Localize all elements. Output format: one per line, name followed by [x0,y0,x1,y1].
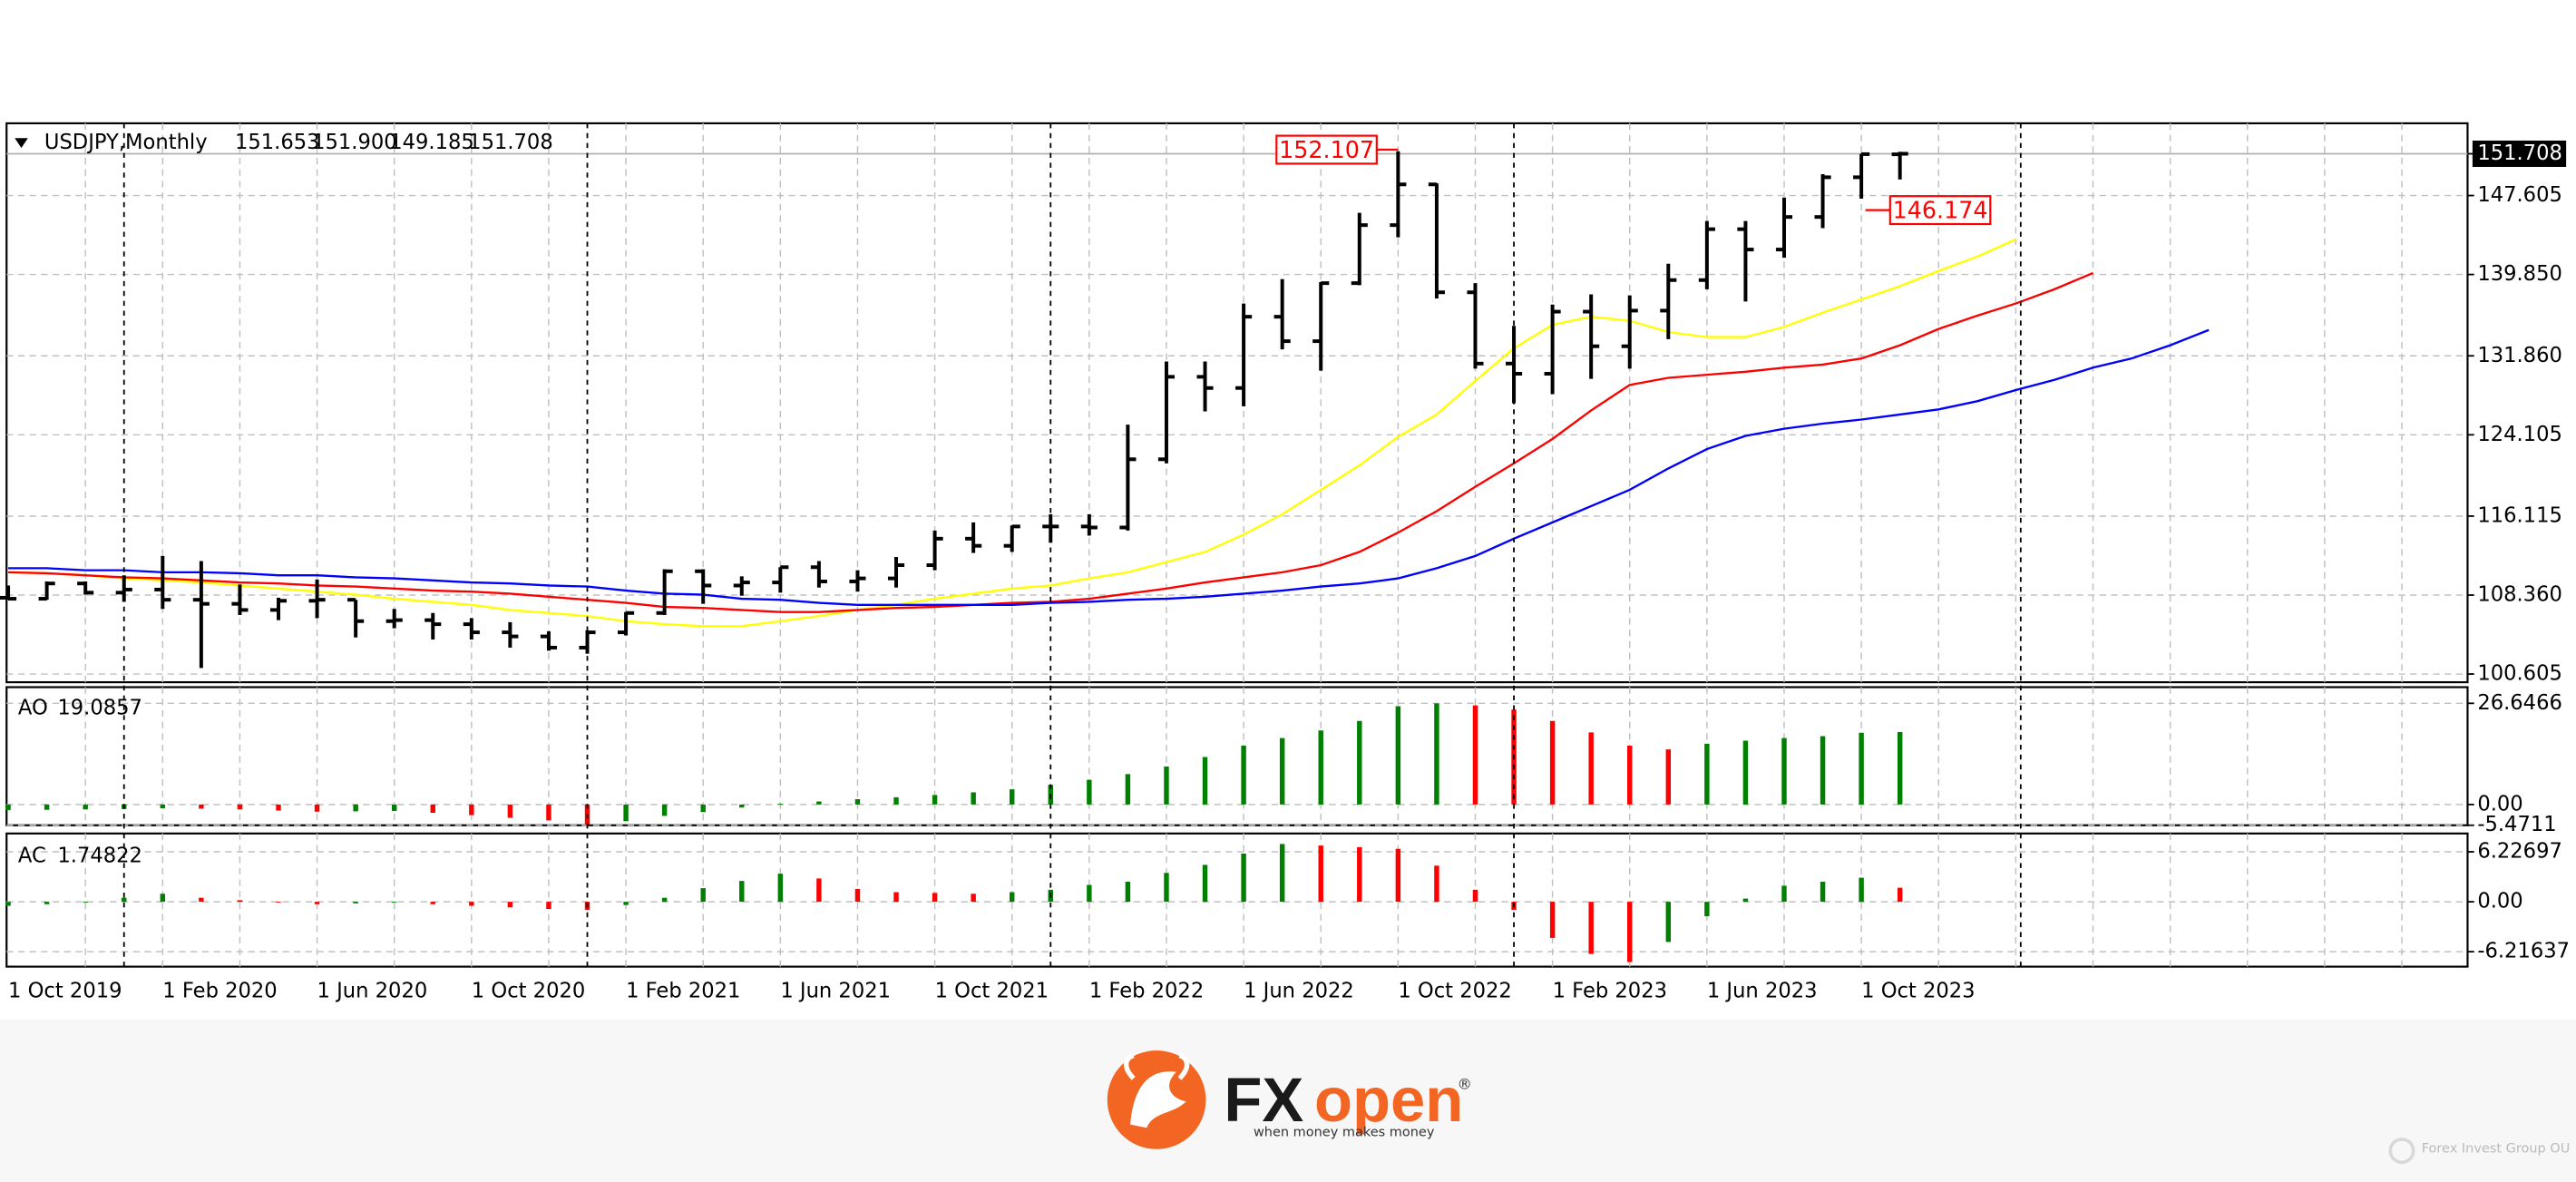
ac-title: AC [18,845,46,868]
moving-average-line [8,238,2016,628]
y-tick-label: 0.00 [2477,890,2522,913]
ohlc-close: 151.708 [468,131,553,154]
current-price-box [2472,141,2567,167]
panel-frame [5,686,2469,826]
y-tick-label: 124.105 [2477,423,2562,446]
ohlc-open: 151.653 [235,131,320,154]
price-label: 152.107 [1279,136,1374,163]
y-tick-label: -5.4711 [2477,813,2556,836]
logo-open: open [1314,1065,1463,1135]
logo-horns [1123,1052,1190,1080]
x-tick-label: 1 Jun 2022 [1244,979,1354,1002]
logo-bull [1130,1071,1186,1128]
x-tick-label: 1 Jun 2020 [317,979,428,1002]
y-tick-label: 100.605 [2477,662,2562,686]
x-tick-label: 1 Feb 2023 [1553,979,1667,1002]
menu-triangle [15,138,28,149]
logo-fx: FX [1224,1065,1303,1135]
price-label-box [1275,134,1378,165]
x-tick-label: 1 Feb 2021 [626,979,740,1002]
moving-average-line [8,328,2210,606]
ohlc-high: 151.900 [312,131,397,154]
ao-title: AO [18,697,48,720]
company-name: Forex Invest Group OU [2422,1142,2571,1157]
y-tick-label: 0.00 [2477,792,2522,816]
ohlc-low: 149.185 [389,131,474,154]
y-tick-label: 108.360 [2477,583,2562,607]
y-tick-label: -6.21637 [2477,940,2570,963]
x-tick-label: 1 Feb 2020 [162,979,277,1002]
x-tick-label: 1 Oct 2022 [1398,979,1511,1002]
y-tick-label: 131.860 [2477,344,2562,367]
footer-background [0,1019,2576,1182]
x-tick-label: 1 Jun 2021 [780,979,891,1002]
ao-value: 19.0857 [57,697,142,720]
y-tick-label: 151.708 [2477,142,2562,165]
y-tick-label: 139.850 [2477,262,2562,286]
price-label-box [1888,195,1992,226]
x-tick-label: 1 Oct 2023 [1861,979,1975,1002]
logo: FX open ® when money makes money [1107,1050,1472,1149]
company-icon [2388,1138,2415,1165]
x-tick-label: 1 Oct 2019 [8,979,122,1002]
price-label: 146.174 [1893,196,1988,223]
plot-area: 151.708 147.605 139.850 131.860 124.105 116.1… [0,122,2570,1002]
y-tick-label: 116.115 [2477,503,2562,527]
ac-value: 1.74822 [57,845,142,868]
y-tick-label: 147.605 [2477,183,2562,207]
panel-frame [5,122,2469,684]
y-tick-label: 26.6466 [2477,691,2562,715]
x-tick-label: 1 Oct 2021 [935,979,1049,1002]
y-tick-label: 6.22697 [2477,840,2562,864]
chart-title: USDJPY,Monthly [44,131,208,154]
logo-tagline: when money makes money [1254,1126,1435,1140]
logo-registered: ® [1458,1076,1472,1093]
x-tick-label: 1 Feb 2022 [1089,979,1204,1002]
panel-frame [5,832,2469,968]
x-tick-label: 1 Oct 2020 [472,979,585,1002]
x-tick-label: 1 Jun 2023 [1707,979,1818,1002]
